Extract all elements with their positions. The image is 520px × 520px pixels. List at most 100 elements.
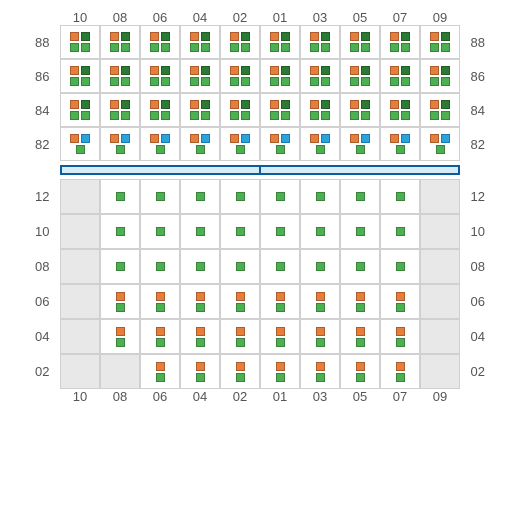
cell[interactable] xyxy=(220,354,260,389)
cell[interactable] xyxy=(100,59,140,93)
cell[interactable] xyxy=(60,25,100,59)
cell[interactable] xyxy=(60,284,100,319)
cell[interactable] xyxy=(300,249,340,284)
cell[interactable] xyxy=(180,319,220,354)
cell[interactable] xyxy=(300,319,340,354)
cell[interactable] xyxy=(180,25,220,59)
cell[interactable] xyxy=(260,249,300,284)
cell[interactable] xyxy=(220,319,260,354)
cell[interactable] xyxy=(420,249,460,284)
cell[interactable] xyxy=(60,127,100,161)
cell[interactable] xyxy=(220,284,260,319)
cell[interactable] xyxy=(260,93,300,127)
cell[interactable] xyxy=(100,354,140,389)
cell[interactable] xyxy=(260,59,300,93)
cell[interactable] xyxy=(260,25,300,59)
cell[interactable] xyxy=(300,214,340,249)
cell[interactable] xyxy=(100,25,140,59)
cell[interactable] xyxy=(340,214,380,249)
cell[interactable] xyxy=(60,354,100,389)
cell[interactable] xyxy=(100,179,140,214)
cell[interactable] xyxy=(140,93,180,127)
cell[interactable] xyxy=(180,249,220,284)
cell[interactable] xyxy=(300,179,340,214)
cell[interactable] xyxy=(340,249,380,284)
cell[interactable] xyxy=(140,214,180,249)
cell[interactable] xyxy=(180,127,220,161)
cell[interactable] xyxy=(260,319,300,354)
cell[interactable] xyxy=(180,179,220,214)
cell[interactable] xyxy=(100,249,140,284)
cell[interactable] xyxy=(140,249,180,284)
cell[interactable] xyxy=(260,284,300,319)
cell[interactable] xyxy=(220,179,260,214)
cell[interactable] xyxy=(300,59,340,93)
cell[interactable] xyxy=(140,319,180,354)
cell[interactable] xyxy=(380,249,420,284)
cell[interactable] xyxy=(100,284,140,319)
cell[interactable] xyxy=(180,59,220,93)
cell[interactable] xyxy=(340,284,380,319)
cell[interactable] xyxy=(180,93,220,127)
cell[interactable] xyxy=(140,284,180,319)
cell[interactable] xyxy=(380,59,420,93)
cell[interactable] xyxy=(340,127,380,161)
cell[interactable] xyxy=(420,59,460,93)
cell[interactable] xyxy=(380,25,420,59)
cell[interactable] xyxy=(100,127,140,161)
cell[interactable] xyxy=(420,25,460,59)
cell[interactable] xyxy=(220,127,260,161)
cell[interactable] xyxy=(300,25,340,59)
cell[interactable] xyxy=(60,59,100,93)
cell[interactable] xyxy=(100,93,140,127)
cell[interactable] xyxy=(380,284,420,319)
cell[interactable] xyxy=(420,354,460,389)
cell[interactable] xyxy=(140,59,180,93)
cell[interactable] xyxy=(140,127,180,161)
cell[interactable] xyxy=(180,284,220,319)
cell[interactable] xyxy=(380,127,420,161)
cell[interactable] xyxy=(260,214,300,249)
cell[interactable] xyxy=(260,179,300,214)
cell[interactable] xyxy=(340,59,380,93)
cell[interactable] xyxy=(220,25,260,59)
cell[interactable] xyxy=(140,179,180,214)
cell[interactable] xyxy=(380,179,420,214)
cell[interactable] xyxy=(60,93,100,127)
cell[interactable] xyxy=(220,93,260,127)
cell[interactable] xyxy=(420,179,460,214)
cell[interactable] xyxy=(300,127,340,161)
cell[interactable] xyxy=(60,249,100,284)
cell[interactable] xyxy=(220,249,260,284)
cell[interactable] xyxy=(300,93,340,127)
cell[interactable] xyxy=(340,93,380,127)
cell[interactable] xyxy=(340,179,380,214)
cell[interactable] xyxy=(300,284,340,319)
cell[interactable] xyxy=(420,214,460,249)
cell[interactable] xyxy=(420,284,460,319)
cell[interactable] xyxy=(100,214,140,249)
cell[interactable] xyxy=(140,25,180,59)
cell[interactable] xyxy=(220,59,260,93)
cell[interactable] xyxy=(300,354,340,389)
cell[interactable] xyxy=(380,214,420,249)
cell[interactable] xyxy=(260,354,300,389)
cell[interactable] xyxy=(340,25,380,59)
cell[interactable] xyxy=(180,214,220,249)
cell[interactable] xyxy=(380,319,420,354)
cell[interactable] xyxy=(60,214,100,249)
cell[interactable] xyxy=(180,354,220,389)
cell[interactable] xyxy=(420,93,460,127)
cell[interactable] xyxy=(100,319,140,354)
cell[interactable] xyxy=(340,354,380,389)
cell[interactable] xyxy=(380,93,420,127)
cell[interactable] xyxy=(340,319,380,354)
cell[interactable] xyxy=(420,319,460,354)
cell[interactable] xyxy=(220,214,260,249)
cell[interactable] xyxy=(140,354,180,389)
cell[interactable] xyxy=(60,179,100,214)
cell[interactable] xyxy=(260,127,300,161)
cell[interactable] xyxy=(60,319,100,354)
cell[interactable] xyxy=(420,127,460,161)
cell[interactable] xyxy=(380,354,420,389)
